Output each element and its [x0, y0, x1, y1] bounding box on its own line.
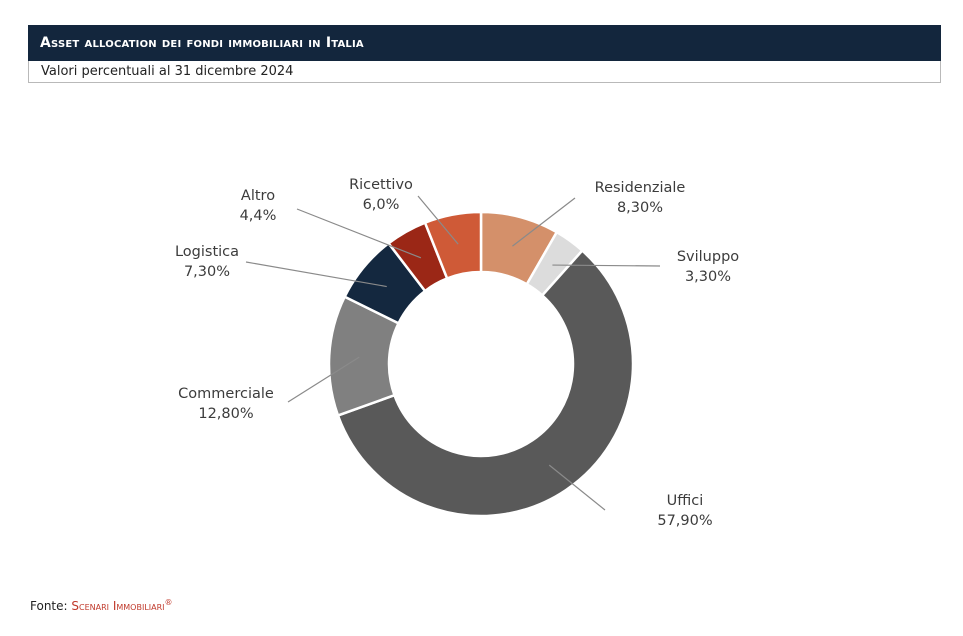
value-commerciale: 12,80%	[198, 406, 253, 422]
value-altro: 4,4%	[240, 208, 277, 224]
label-logistica: Logistica	[175, 244, 239, 260]
leader-line-uffici	[548, 464, 606, 511]
source-prefix: Fonte:	[30, 599, 68, 613]
value-ricettivo: 6,0%	[363, 197, 400, 213]
label-uffici: Uffici	[667, 493, 704, 509]
value-sviluppo: 3,30%	[685, 269, 731, 285]
label-altro: Altro	[241, 188, 275, 204]
registered-mark: ®	[164, 598, 173, 607]
chart-subtitle: Valori percentuali al 31 dicembre 2024	[28, 61, 941, 83]
leader-line-sviluppo	[552, 264, 661, 267]
slice-uffici	[336, 248, 635, 518]
label-sviluppo: Sviluppo	[677, 249, 739, 265]
label-commerciale: Commerciale	[178, 386, 274, 402]
label-ricettivo: Ricettivo	[349, 177, 413, 193]
leader-line-ricettivo	[417, 195, 459, 245]
source-name: Scenari Immobiliari	[71, 599, 165, 613]
value-residenziale: 8,30%	[617, 200, 663, 216]
value-logistica: 7,30%	[184, 264, 230, 280]
leader-line-altro	[296, 208, 422, 259]
label-residenziale: Residenziale	[595, 180, 686, 196]
leader-line-logistica	[245, 261, 387, 288]
leader-line-residenziale	[512, 197, 576, 247]
value-uffici: 57,90%	[657, 513, 712, 529]
chart-title: Asset allocation dei fondi immobiliari i…	[28, 25, 941, 61]
leader-line-commerciale	[287, 356, 360, 403]
source-note: Fonte: Scenari Immobiliari®	[30, 598, 173, 613]
slice-ricettivo	[423, 210, 483, 281]
